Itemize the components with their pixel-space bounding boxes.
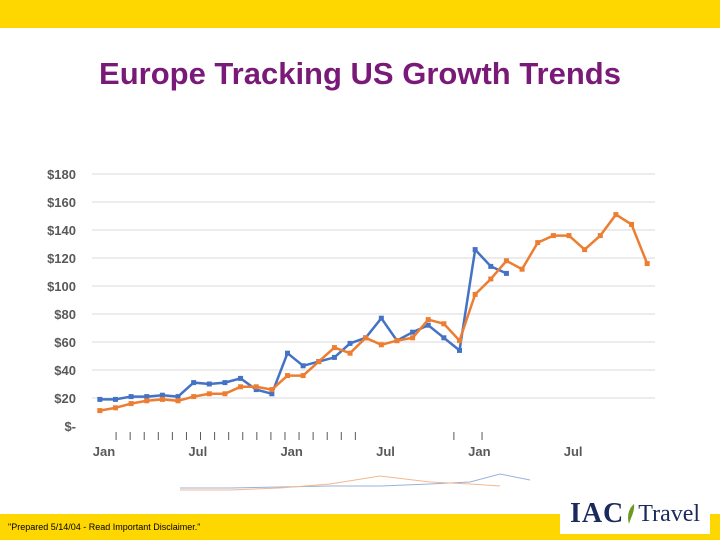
x-tick-label: Jan [280,444,302,459]
y-tick-label: $60 [54,335,76,350]
data-point [331,354,337,360]
y-tick-label: $80 [54,307,76,322]
data-point [284,350,290,356]
data-point [159,396,165,402]
chart-thumbnail [180,473,531,491]
data-point [503,270,509,276]
data-point [503,258,509,264]
data-point [441,335,447,341]
series-line-2 [99,212,649,412]
data-point [488,276,494,282]
data-point [457,347,463,353]
data-point [206,391,212,397]
data-point [629,221,635,227]
data-point [238,384,244,390]
y-tick-label: $160 [47,195,76,210]
data-point [191,380,197,386]
leaf-icon [628,504,635,524]
data-point [378,315,384,321]
y-tick-label: $20 [54,391,76,406]
data-point [269,387,275,393]
x-tick-label: Jul [188,444,207,459]
y-tick-label: $120 [47,251,76,266]
data-point [566,233,572,239]
data-point [363,335,369,341]
data-point [347,350,353,356]
y-tick-label: $40 [54,363,76,378]
data-point [300,363,306,369]
data-point [410,329,416,335]
y-tick-label: $180 [47,167,76,182]
y-tick-label: $140 [47,223,76,238]
data-point [410,335,416,341]
y-tick-label: $- [64,419,76,434]
data-point [269,391,275,397]
y-tick-label: $100 [47,279,76,294]
data-point [644,261,650,267]
data-point [253,387,259,393]
data-point [144,398,150,404]
data-point [472,291,478,297]
data-point [535,240,541,246]
data-point [472,247,478,253]
data-point [488,263,494,269]
data-point [191,394,197,400]
line-chart: $- $20 $40 $60 $80 $100 $120 $140 $160 $180 Jan Jul… [47,167,655,459]
x-tick-label: Jul [564,444,583,459]
x-tick-label: Jan [468,444,490,459]
data-point [457,338,463,344]
data-point [300,373,306,379]
data-point [378,342,384,348]
company-logo: IAC Travel [560,494,710,534]
data-point [97,396,103,402]
data-point [112,405,118,411]
data-point [175,398,181,404]
disclaimer-text: "Prepared 5/14/04 - Read Important Discl… [8,522,201,532]
data-point [238,375,244,381]
data-point [613,212,619,218]
data-point [128,401,134,407]
data-point [394,338,400,344]
data-point [175,394,181,400]
data-point [582,247,588,253]
data-point [97,408,103,414]
data-point [441,321,447,327]
x-tick-label: Jul [376,444,395,459]
data-point [519,266,525,272]
data-point [550,233,556,239]
data-point [112,396,118,402]
data-point [206,381,212,387]
data-point [425,317,431,323]
data-point [222,380,228,386]
data-point [128,394,134,400]
data-point [347,340,353,346]
logo-suffix: Travel [638,500,701,527]
data-point [144,394,150,400]
data-point [253,384,259,390]
data-point [331,345,337,351]
data-point [284,373,290,379]
data-point [425,322,431,328]
top-band [0,0,720,28]
slide-title: Europe Tracking US Growth Trends [99,56,621,91]
logo-brand: IAC [569,498,625,529]
x-tick-label: Jan [93,444,115,459]
data-point [316,359,322,365]
data-point [222,391,228,397]
data-point [597,233,603,239]
data-point [159,392,165,398]
